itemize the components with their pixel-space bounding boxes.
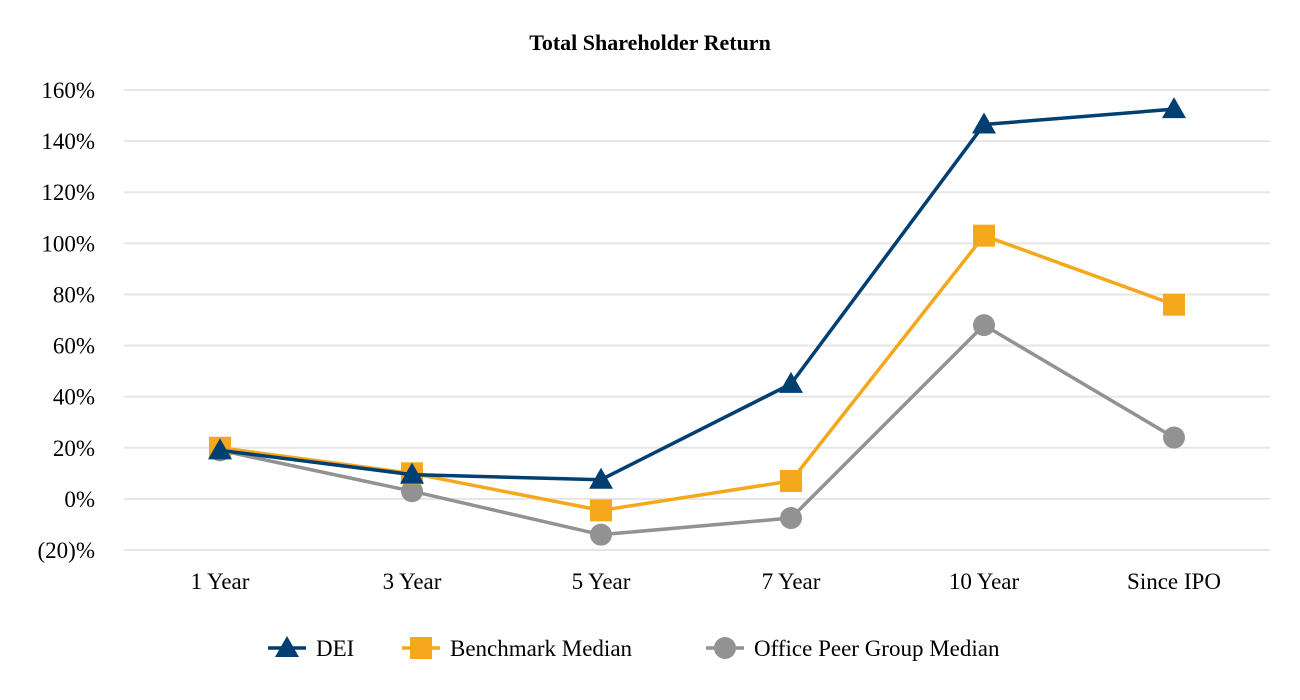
series-line <box>219 107 1175 482</box>
data-point <box>1163 293 1185 316</box>
x-tick-label: 7 Year <box>762 569 821 594</box>
series-triangle-group <box>208 97 1186 489</box>
series-lines <box>208 97 1186 546</box>
x-tick-label: 1 Year <box>191 569 250 594</box>
y-tick-label: 0% <box>64 487 95 512</box>
data-point <box>1162 97 1186 119</box>
data-point <box>590 499 612 522</box>
legend-marker <box>410 637 432 659</box>
data-point <box>589 467 613 489</box>
legend-label: Office Peer Group Median <box>754 636 1000 661</box>
data-point <box>1163 426 1185 449</box>
legend-label: DEI <box>316 636 354 661</box>
x-axis-ticks: 1 Year 3 Year 5 Year 7 Year 10 Year Since IPO <box>191 569 1221 594</box>
legend-marker <box>714 637 736 659</box>
y-axis-ticks: (20)% 0% 20% 40% 60% 80% 100% 120% 140% 160% <box>38 78 95 563</box>
gridlines <box>124 89 1270 551</box>
y-tick-label: 140% <box>41 129 95 154</box>
data-point <box>590 523 612 546</box>
y-tick-label: (20)% <box>38 538 95 563</box>
y-tick-label: 160% <box>41 78 95 103</box>
legend-item: Office Peer Group Median <box>706 636 1000 661</box>
y-tick-label: 80% <box>53 282 95 307</box>
x-tick-label: 3 Year <box>383 569 442 594</box>
x-tick-label: 5 Year <box>572 569 631 594</box>
legend-item: DEI <box>268 636 354 661</box>
chart-title: Total Shareholder Return <box>529 30 771 55</box>
data-point <box>780 507 802 530</box>
legend-item: Benchmark Median <box>402 636 633 661</box>
data-point <box>208 438 232 460</box>
y-tick-label: 120% <box>41 180 95 205</box>
y-tick-label: 60% <box>53 334 95 359</box>
data-point <box>400 462 424 484</box>
data-point <box>779 371 803 393</box>
legend-label: Benchmark Median <box>450 636 633 661</box>
x-tick-label: 10 Year <box>949 569 1020 594</box>
series-square-group <box>209 224 1185 522</box>
data-point <box>973 314 995 337</box>
series-line <box>219 323 1175 537</box>
y-tick-label: 100% <box>41 231 95 256</box>
y-tick-label: 20% <box>53 436 95 461</box>
data-point <box>973 224 995 247</box>
data-point <box>780 470 802 492</box>
y-tick-label: 40% <box>53 385 95 410</box>
legend: DEI Benchmark Median Office Peer Group Med… <box>268 636 1000 661</box>
x-tick-label: Since IPO <box>1127 569 1221 594</box>
data-point <box>401 480 423 503</box>
legend-marker <box>275 636 299 657</box>
data-point <box>972 112 996 134</box>
